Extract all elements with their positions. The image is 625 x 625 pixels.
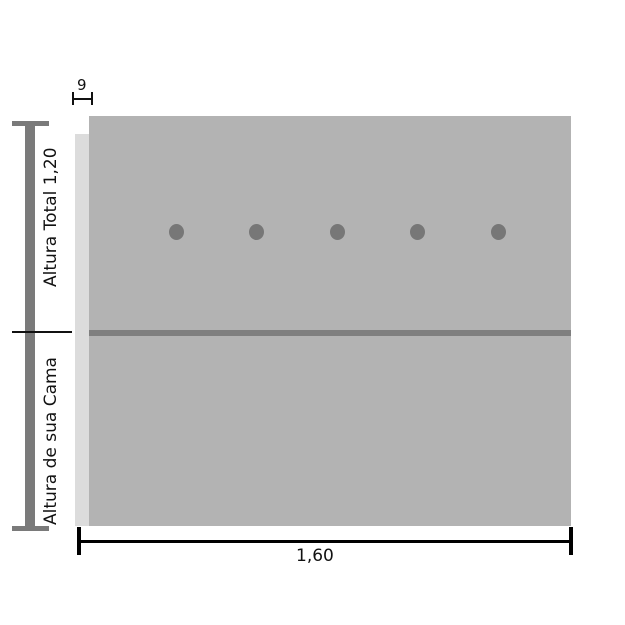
height-cap-bottom [12, 526, 49, 531]
tufted-button [249, 224, 264, 240]
depth-bracket-line [72, 98, 93, 100]
tufted-button [490, 224, 506, 240]
tufted-button [329, 224, 345, 240]
headboard-side-edge [75, 134, 89, 526]
bed-height-label: Altura de sua Cama [41, 357, 61, 525]
headboard-stripe [89, 330, 571, 336]
bed-height-divider [12, 331, 72, 333]
depth-label: 9 [77, 76, 87, 94]
width-label: 1,60 [296, 546, 334, 566]
width-tick-right [569, 527, 573, 555]
width-tick-left [77, 527, 81, 555]
height-cap-top [12, 121, 49, 126]
height-dimension-bar [25, 124, 35, 529]
width-dimension-line [79, 540, 572, 543]
depth-bracket-left [72, 92, 74, 105]
depth-bracket-right [91, 92, 93, 105]
tufted-button [410, 224, 425, 240]
tufted-button [168, 224, 184, 240]
headboard-panel [89, 116, 571, 526]
total-height-label: Altura Total 1,20 [41, 147, 61, 287]
